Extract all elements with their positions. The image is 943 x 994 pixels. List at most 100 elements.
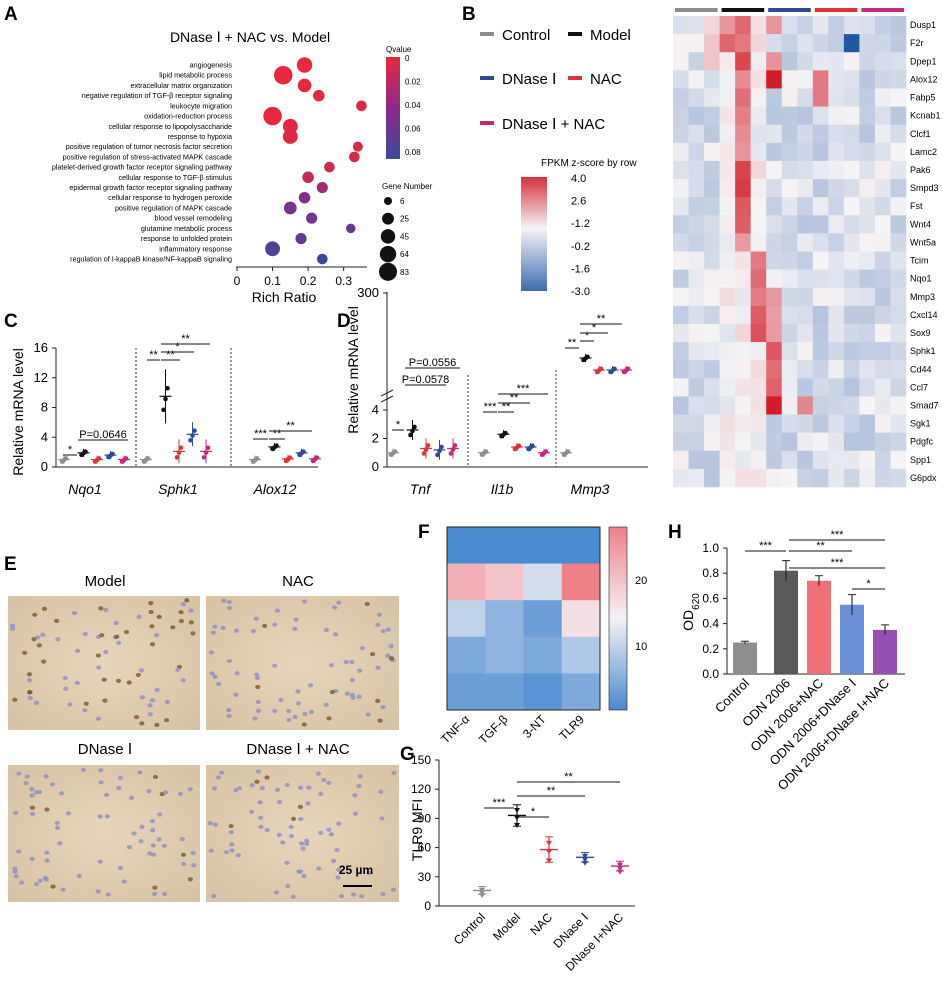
legend-label: Model [590, 27, 631, 44]
go-term-point [352, 141, 363, 152]
heatmap-cell [859, 287, 876, 307]
cell-nucleus [35, 635, 41, 640]
x-tick-label: 0.2 [300, 274, 317, 288]
cell-nucleus [259, 786, 265, 791]
heatmap-cell [766, 269, 783, 289]
panel-e-label-model: Model [85, 573, 126, 590]
cell-nucleus [233, 787, 239, 793]
heatmap-cell [704, 396, 720, 415]
cell-nucleus [292, 626, 298, 632]
cell-nucleus [41, 606, 48, 611]
data-point [479, 890, 485, 896]
cell-nucleus [114, 634, 120, 639]
cell-nucleus [334, 847, 340, 853]
heatmap-cell [797, 34, 814, 53]
cell-nucleus [336, 821, 342, 826]
cell-nucleus [208, 650, 215, 655]
column-label: TNF-α [438, 712, 472, 746]
heatmap-cell [828, 378, 845, 397]
cell-nucleus [356, 694, 362, 699]
data-point [410, 428, 415, 434]
heatmap-cell [750, 251, 767, 270]
heatmap-cell [766, 233, 783, 252]
heatmap-cell [890, 88, 907, 107]
go-term-point [356, 100, 367, 112]
size-legend-dot [379, 245, 397, 263]
panel-label-e: E [4, 554, 17, 575]
go-term-label: cellular response to lipopolysaccharide [109, 122, 232, 131]
cell-nucleus [338, 894, 345, 899]
heatmap-cell [859, 414, 876, 433]
cell-nucleus [136, 614, 142, 619]
cell-nucleus [286, 717, 292, 723]
gene-label: G6pdx [910, 473, 937, 483]
heatmap-cell [735, 450, 751, 470]
heatmap-cell [812, 215, 829, 234]
cell-nucleus [104, 814, 110, 819]
cell-nucleus [162, 790, 169, 795]
heatmap-cell [859, 52, 876, 71]
data-point [439, 444, 444, 450]
heatmap-cell [812, 179, 829, 198]
heatmap-cell [828, 432, 845, 452]
cell-nucleus [385, 627, 391, 632]
data-point [174, 455, 180, 460]
panel-e: Model NAC DNase Ⅰ DNase Ⅰ + NAC 25 µm [8, 573, 399, 902]
go-term-label: regulation of I-kappaB kinase/NF-kappaB … [70, 255, 232, 264]
heatmap-cell [812, 450, 829, 470]
data-point [188, 437, 193, 443]
heatmap-cell [843, 269, 860, 289]
heatmap-cell [828, 342, 845, 361]
heatmap-cell [704, 16, 720, 35]
cell-nucleus [126, 680, 132, 685]
cell-nucleus [147, 703, 153, 708]
panel-a-qvalue-ticks: 0 0.02 0.04 0.06 0.08 [405, 54, 421, 157]
heatmap-cell [874, 34, 891, 53]
gene-label: Smad7 [910, 400, 939, 410]
heatmap-cell [874, 88, 891, 107]
significance-label: *** [254, 428, 268, 440]
heatmap-cell [673, 251, 689, 270]
heatmap-cell [688, 106, 705, 125]
heatmap-cell [843, 88, 860, 107]
cell-nucleus [9, 623, 16, 628]
cell-nucleus [16, 771, 22, 776]
cell-nucleus [350, 695, 356, 701]
y-tick-label: 4 [41, 429, 48, 444]
data-point [546, 840, 552, 846]
heatmap-cell [843, 52, 860, 71]
go-term-point [306, 212, 318, 224]
cell-nucleus [98, 768, 104, 773]
go-term-point [316, 181, 328, 194]
heatmap-cell [688, 323, 705, 343]
heatmap-cell [704, 160, 720, 180]
y-tick-label: 90 [418, 811, 432, 825]
cell-nucleus [254, 779, 260, 784]
panel-f-heatmap [447, 527, 601, 711]
size-legend-dot [380, 229, 396, 244]
data-point [408, 432, 413, 438]
gene-label: Sox9 [910, 328, 931, 338]
heatmap-cell [797, 179, 814, 198]
heatmap-cell [750, 142, 767, 162]
heatmap-cell [766, 468, 783, 488]
cell-nucleus [356, 783, 362, 789]
heatmap-cell [673, 396, 689, 415]
y-tick-label: 8 [41, 400, 48, 415]
cell-nucleus [323, 702, 329, 707]
heatmap-cell [750, 124, 767, 144]
cell-nucleus [95, 889, 101, 894]
heatmap-cell [719, 468, 736, 488]
gene-axis-label: Mmp3 [571, 481, 610, 497]
panel-d-data [387, 354, 632, 460]
scale-tick-label: -1.6 [571, 263, 590, 275]
cell-nucleus [67, 702, 73, 707]
heatmap-cell [874, 16, 891, 35]
heatmap-cell [735, 233, 751, 252]
cell-nucleus [211, 894, 217, 899]
cell-nucleus [272, 663, 278, 668]
cell-nucleus [50, 884, 56, 889]
cell-nucleus [150, 843, 156, 848]
heatmap-cell [843, 16, 860, 35]
